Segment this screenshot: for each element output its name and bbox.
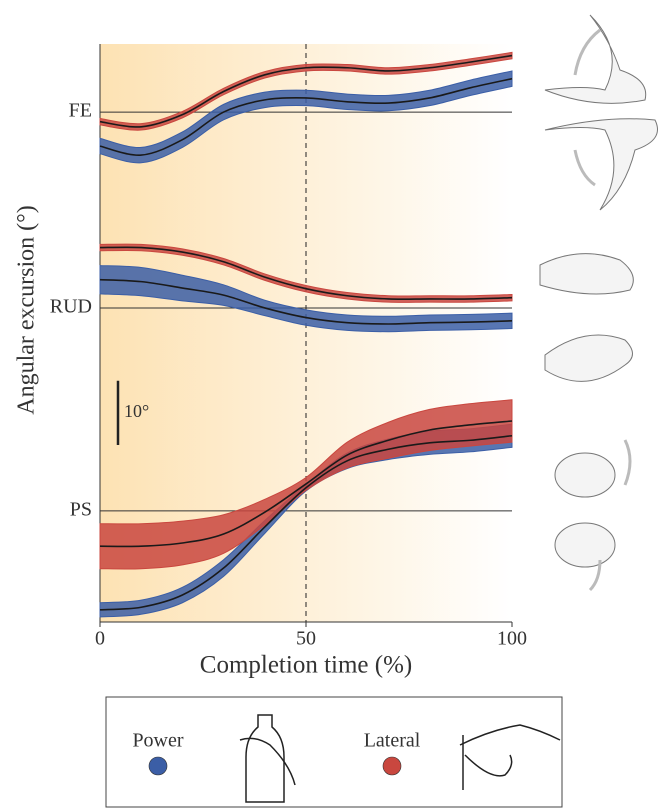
mean-line bbox=[99, 77, 513, 156]
x-axis-label: Completion time (%) bbox=[200, 652, 412, 679]
y-tick-label: FE bbox=[69, 100, 92, 122]
mean-line bbox=[99, 54, 513, 128]
rotation-arrows bbox=[573, 28, 632, 592]
legend-box bbox=[105, 696, 563, 808]
legend-swatch bbox=[382, 756, 402, 776]
mean-line bbox=[99, 246, 513, 300]
y-tick-label: RUD bbox=[50, 296, 92, 318]
mean-line bbox=[99, 434, 513, 611]
scale-bar-label: 10° bbox=[124, 401, 149, 421]
legend-swatch bbox=[148, 756, 168, 776]
legend-label: Power bbox=[132, 730, 183, 752]
y-axis-label: Angular excursion (°) bbox=[14, 205, 40, 415]
band bbox=[99, 265, 513, 333]
legend-label: Lateral bbox=[364, 730, 421, 752]
mean-line bbox=[99, 278, 513, 325]
legend-icons bbox=[239, 714, 561, 803]
mean-line bbox=[99, 420, 513, 548]
y-tick-label: PS bbox=[70, 498, 92, 520]
x-tick-label: 100 bbox=[497, 628, 527, 650]
band bbox=[99, 70, 513, 164]
band bbox=[99, 243, 513, 303]
x-tick-label: 0 bbox=[95, 628, 105, 650]
x-tick-label: 50 bbox=[296, 628, 316, 650]
band bbox=[99, 51, 513, 131]
hand-icons bbox=[539, 14, 658, 568]
